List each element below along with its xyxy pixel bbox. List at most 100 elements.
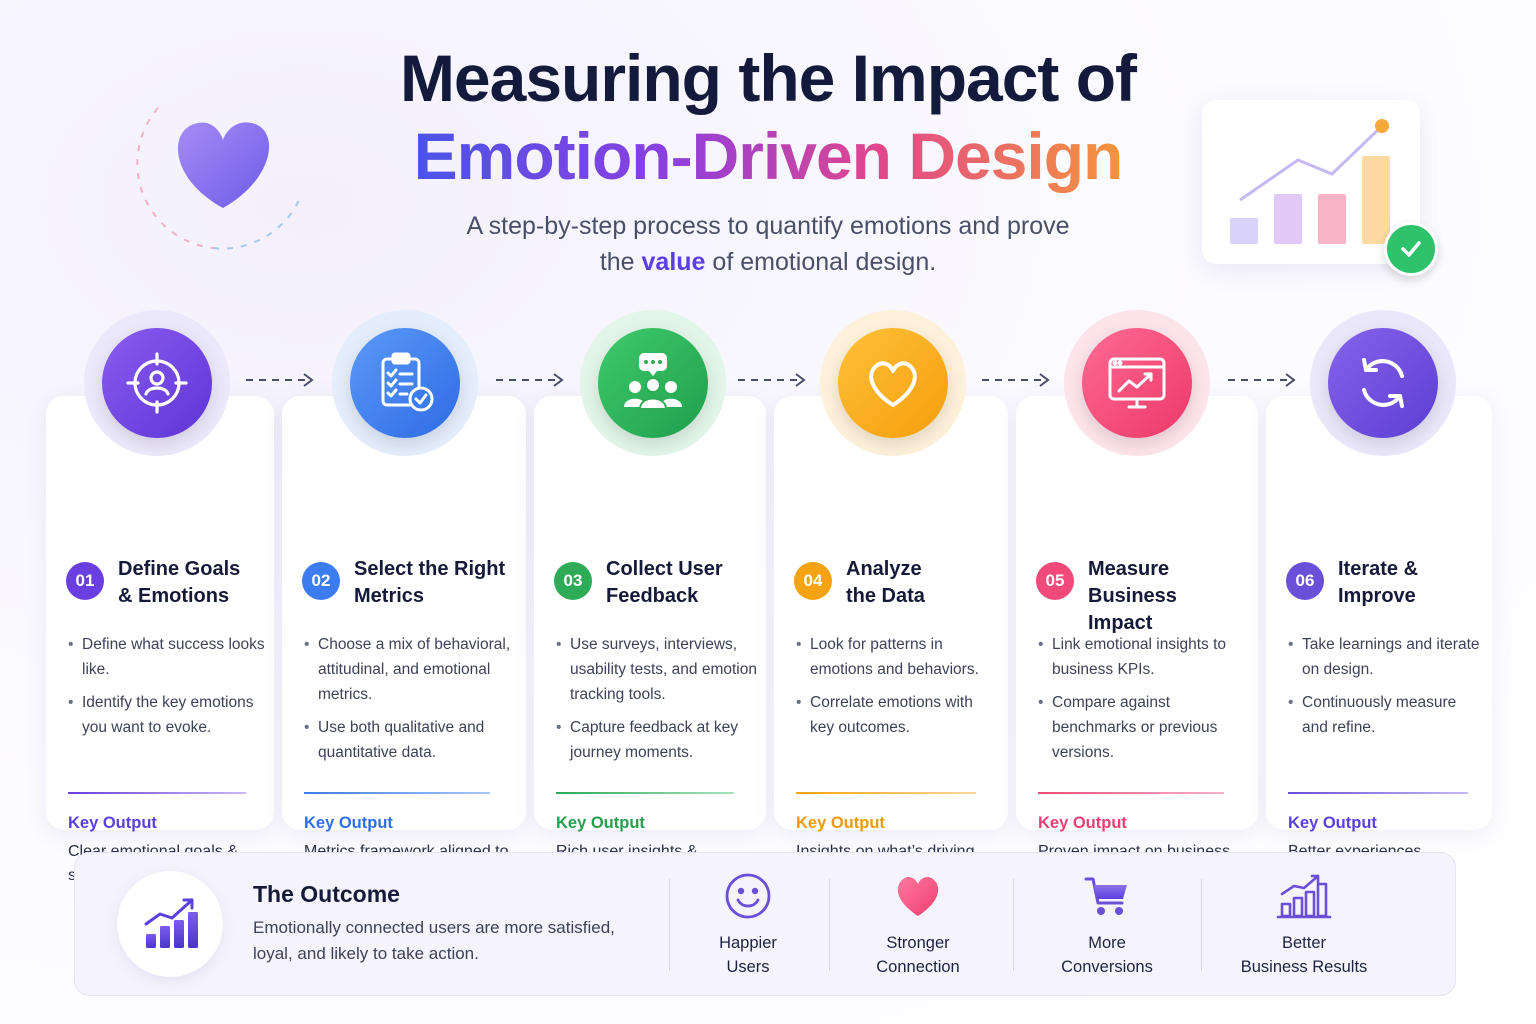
step-bullet: Capture feedback at key journey moments.: [556, 715, 758, 765]
step-card-2: 02 Select the Right Metrics Choose a mix…: [282, 396, 526, 884]
step-number-badge: 06: [1286, 562, 1324, 600]
step-title-line1: Define Goals: [118, 558, 241, 580]
step-title: Define Goals & Emotions: [118, 556, 240, 610]
growth-chart-icon: [144, 898, 198, 948]
clipboard-check-icon: [350, 328, 460, 438]
outcome-title: The Outcome: [253, 881, 400, 907]
heart-decoration-icon: [136, 107, 301, 250]
group-chat-icon: [598, 328, 708, 438]
step-header: 05 Measure Business Impact: [1036, 556, 1248, 637]
key-output-label: Key Output: [1288, 814, 1377, 832]
refresh-icon: [1328, 328, 1438, 438]
key-output-label: Key Output: [304, 814, 393, 832]
benefit-label: Happier Users: [663, 931, 833, 979]
subtitle-line2: the value of emotional design.: [0, 244, 1536, 280]
benefit-label-line1: Stronger: [886, 934, 950, 952]
benefit-label-line1: Happier: [719, 934, 777, 952]
step-title-line2: Feedback: [606, 585, 699, 607]
chart-decoration: [1202, 100, 1420, 264]
step-header: 03 Collect User Feedback: [554, 556, 756, 610]
step-header: 06 Iterate & Improve: [1286, 556, 1482, 610]
check-badge-icon: [1384, 222, 1438, 276]
step-title-line2: Improve: [1338, 585, 1416, 607]
benefit-better-business-results: Better Business Results: [1219, 871, 1389, 979]
key-output-label: Key Output: [796, 814, 885, 832]
step-card-1: 01 Define Goals & Emotions Define what s…: [46, 396, 274, 884]
step-number-badge: 02: [302, 562, 340, 600]
benefit-label-line1: Better: [1281, 934, 1327, 952]
heart-icon: [838, 328, 948, 438]
growth-chart-icon: [1230, 119, 1390, 244]
page-title-line1: Measuring the Impact of: [399, 41, 1137, 115]
step-bullet: Use surveys, interviews, usability tests…: [556, 632, 758, 707]
benefit-label: Better Business Results: [1219, 931, 1389, 979]
step-icon-ring-3: [580, 310, 726, 456]
benefit-more-conversions: More Conversions: [1022, 871, 1192, 979]
outcome-panel: The Outcome Emotionally connected users …: [74, 852, 1456, 996]
divider: [1013, 879, 1014, 971]
step-bullet: Compare against benchmarks or previous v…: [1038, 690, 1250, 765]
divider: [1201, 879, 1202, 971]
step-title-line2: Impact: [1088, 612, 1153, 634]
step-bullet: Use both qualitative and quantitative da…: [304, 715, 518, 765]
subtitle-highlight: value: [641, 248, 706, 276]
step-icon-ring-6: [1310, 310, 1456, 456]
bar-chart-icon: [1219, 871, 1389, 921]
benefit-stronger-connection: Stronger Connection: [833, 871, 1003, 979]
step-number-badge: 04: [794, 562, 832, 600]
step-card-5: 05 Measure Business Impact Link emotiona…: [1016, 396, 1258, 884]
key-output-label: Key Output: [556, 814, 645, 832]
step-divider: [1288, 792, 1468, 794]
step-bullet: Link emotional insights to business KPIs…: [1038, 632, 1250, 682]
step-title-line2: the Data: [846, 585, 925, 607]
key-output-label: Key Output: [1038, 814, 1127, 832]
arrow-right-icon: [1228, 373, 1296, 387]
target-user-icon: [102, 328, 212, 438]
step-title: Iterate & Improve: [1338, 556, 1418, 610]
step-title-line2: & Emotions: [118, 585, 230, 607]
step-card-6: 06 Iterate & Improve Take learnings and …: [1266, 396, 1492, 884]
step-bullet: Define what success looks like.: [68, 632, 266, 682]
divider: [829, 879, 830, 971]
step-number-badge: 05: [1036, 562, 1074, 600]
benefit-label-line2: Users: [726, 958, 770, 976]
step-title-line1: Measure Business: [1088, 558, 1177, 607]
arrow-right-icon: [246, 373, 314, 387]
step-bullet: Correlate emotions with key outcomes.: [796, 690, 1000, 740]
step-title-line1: Iterate &: [1338, 558, 1419, 580]
step-title-line1: Analyze: [846, 558, 922, 580]
subtitle-post: of emotional design.: [712, 248, 937, 276]
arrow-right-icon: [982, 373, 1050, 387]
benefit-label-line2: Connection: [876, 958, 960, 976]
divider: [669, 879, 670, 971]
subtitle-line1: A step-by-step process to quantify emoti…: [466, 212, 1070, 240]
cart-icon: [1022, 871, 1192, 921]
benefit-label: More Conversions: [1022, 931, 1192, 979]
step-title: Select the Right Metrics: [354, 556, 505, 610]
step-card-3: 03 Collect User Feedback Use surveys, in…: [534, 396, 766, 884]
step-bullets: Link emotional insights to business KPIs…: [1038, 632, 1250, 773]
step-number-badge: 03: [554, 562, 592, 600]
step-bullet: Take learnings and iterate on design.: [1288, 632, 1484, 682]
arrow-right-icon: [496, 373, 564, 387]
step-card-4: 04 Analyze the Data Look for patterns in…: [774, 396, 1008, 884]
arrow-right-icon: [738, 373, 806, 387]
step-header: 02 Select the Right Metrics: [302, 556, 516, 610]
step-bullets: Look for patterns in emotions and behavi…: [796, 632, 1000, 748]
step-bullets: Take learnings and iterate on design. Co…: [1288, 632, 1484, 748]
monitor-chart-icon: [1082, 328, 1192, 438]
step-bullets: Choose a mix of behavioral, attitudinal,…: [304, 632, 518, 773]
step-bullet: Identify the key emotions you want to ev…: [68, 690, 266, 740]
step-divider: [304, 792, 490, 794]
process-steps: 01 Define Goals & Emotions Define what s…: [46, 310, 1492, 884]
step-bullets: Use surveys, interviews, usability tests…: [556, 632, 758, 773]
benefit-label-line1: More: [1088, 934, 1126, 952]
benefit-label: Stronger Connection: [833, 931, 1003, 979]
step-icon-ring-2: [332, 310, 478, 456]
step-divider: [796, 792, 976, 794]
outcome-icon: [117, 871, 223, 977]
smile-icon: [663, 871, 833, 921]
step-bullet: Continuously measure and refine.: [1288, 690, 1484, 740]
heart-icon: [833, 871, 1003, 921]
step-header: 01 Define Goals & Emotions: [66, 556, 264, 610]
